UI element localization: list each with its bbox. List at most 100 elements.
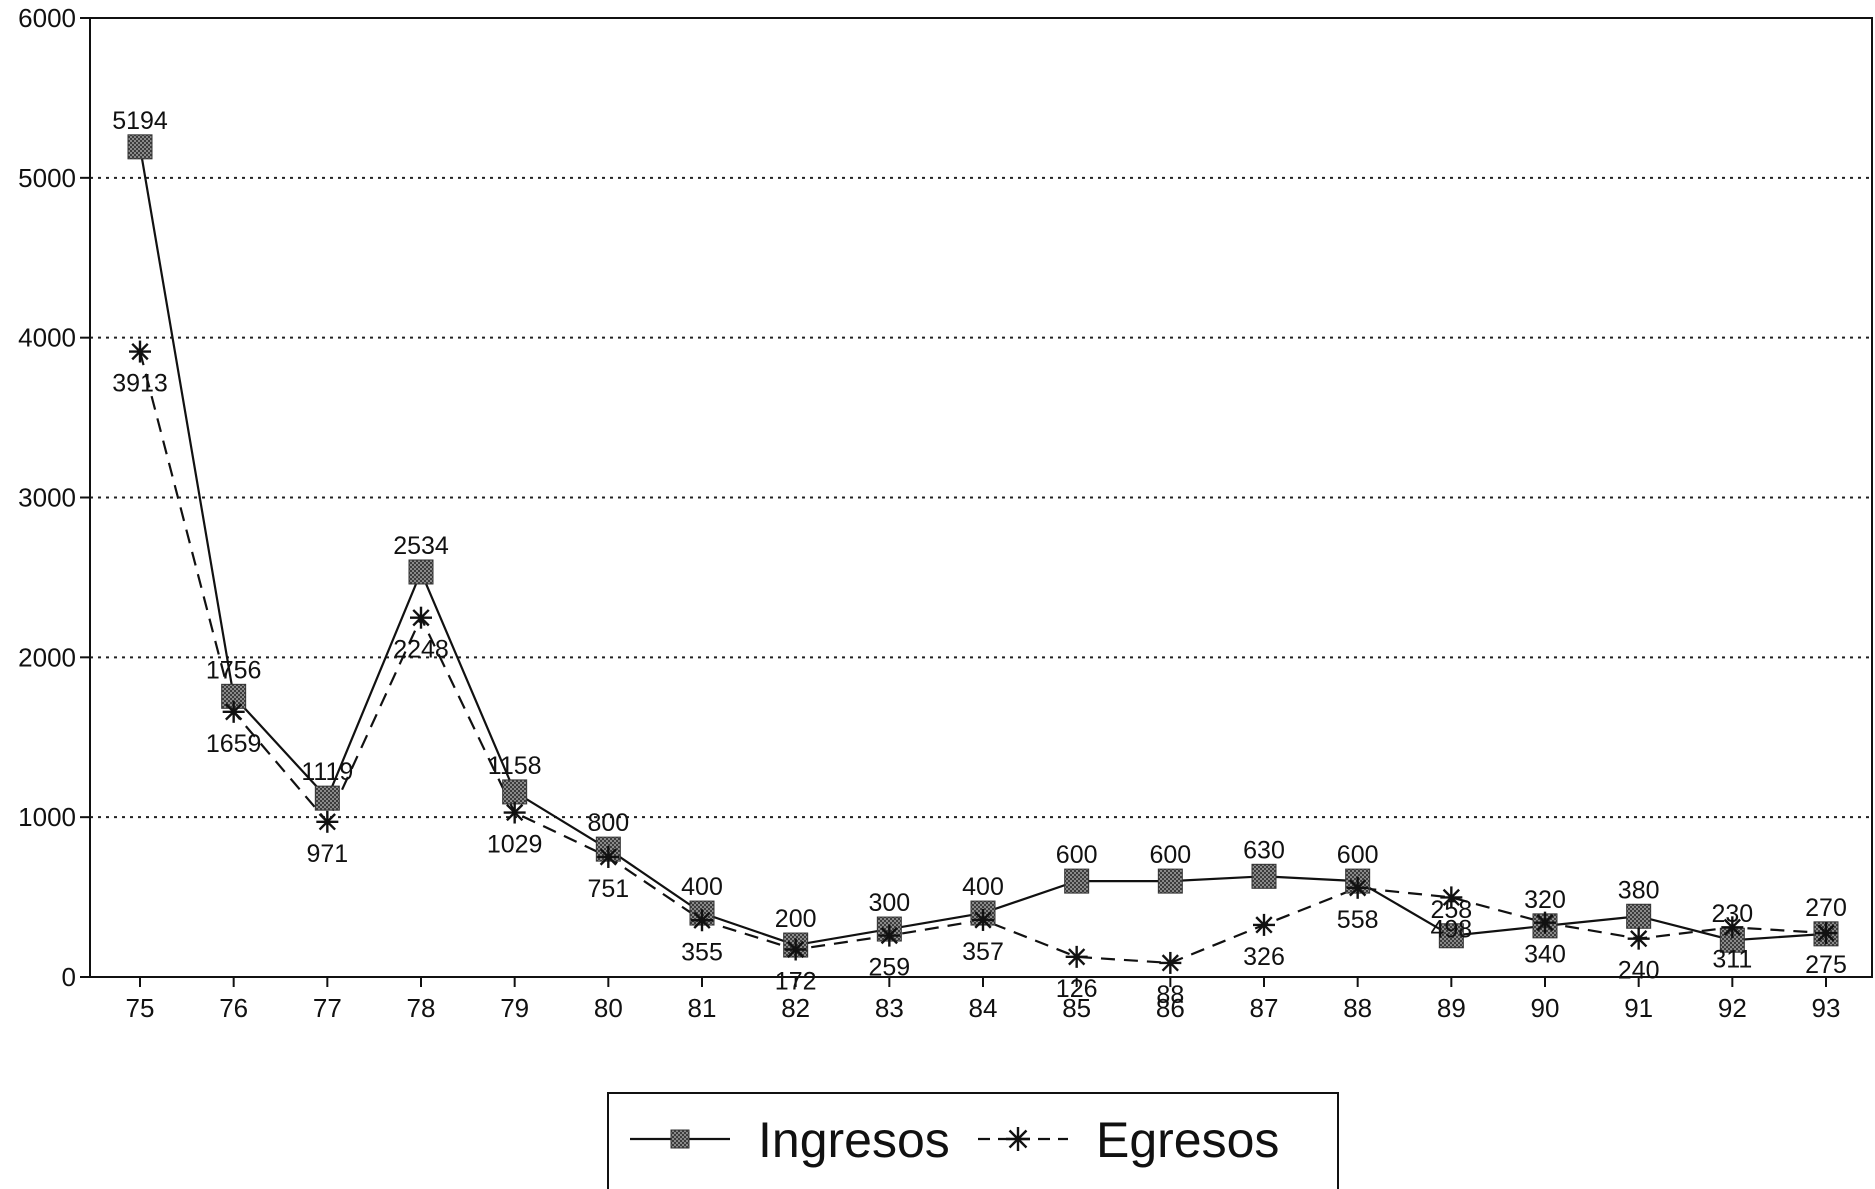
egresos-data-label: 240 (1618, 957, 1660, 985)
asterisk-stroke (412, 609, 430, 627)
x-tick-label: 79 (500, 993, 529, 1023)
y-tick-label: 2000 (18, 642, 76, 672)
y-tick-label: 6000 (18, 3, 76, 33)
ingresos-data-label: 400 (962, 873, 1004, 901)
ingresos-data-label: 800 (587, 809, 629, 837)
asterisk-stroke (599, 848, 617, 866)
x-tick-label: 78 (407, 993, 436, 1023)
asterisk-stroke (1161, 954, 1179, 972)
legend-box (607, 1092, 1339, 1189)
legend: Ingresos Egresos (607, 1092, 1339, 1189)
x-tick-label: 92 (1718, 993, 1747, 1023)
ingresos-point (1064, 868, 1090, 894)
ingresos-data-label: 1756 (206, 656, 262, 684)
asterisk-stroke (693, 911, 711, 929)
ingresos-point (314, 785, 340, 811)
ingresos-point (127, 134, 153, 160)
ingresos-data-label: 258 (1430, 896, 1472, 924)
egresos-point (1627, 927, 1650, 950)
asterisk-stroke (1630, 930, 1648, 948)
egresos-point (1065, 945, 1088, 968)
legend-label-egresos: Egresos (1096, 1112, 1279, 1168)
ingresos-point (1251, 863, 1277, 889)
egresos-point (410, 606, 432, 629)
legend-marker-egresos (1006, 1127, 1030, 1151)
asterisk-stroke (506, 803, 524, 822)
asterisk-stroke (1536, 914, 1554, 932)
egresos-point (503, 801, 526, 824)
egresos-data-label: 355 (681, 938, 723, 966)
egresos-point (597, 845, 620, 868)
asterisk-stroke (131, 342, 149, 361)
x-tick-label: 82 (781, 993, 810, 1023)
y-tick-label: 1000 (18, 802, 76, 832)
egresos-data-label: 1659 (206, 730, 262, 758)
asterisk-stroke (1068, 948, 1086, 966)
egresos-point (1346, 876, 1369, 899)
egresos-data-label: 340 (1524, 941, 1566, 969)
ingresos-data-label: 600 (1056, 841, 1098, 869)
x-tick-label: 83 (875, 993, 904, 1023)
ingresos-data-label: 1119 (301, 758, 353, 786)
ingresos-point (1626, 903, 1652, 929)
ingresos-point (408, 559, 434, 585)
egresos-data-label: 3913 (112, 370, 168, 398)
ingresos-data-label: 1158 (488, 752, 542, 780)
y-tick-label: 3000 (18, 483, 76, 513)
x-tick-label: 75 (126, 993, 155, 1023)
egresos-data-label: 326 (1243, 943, 1285, 971)
x-tick-label: 84 (969, 993, 998, 1023)
axes: 0 1000 2000 3000 4000 5000 6000 75 76 77 78 79 80 81 8… (18, 3, 1873, 1023)
egresos-data-label: 751 (587, 875, 629, 903)
ingresos-data-label: 230 (1711, 900, 1753, 928)
egresos-point (222, 700, 245, 723)
asterisk-stroke (974, 911, 992, 929)
asterisk-stroke (1349, 879, 1367, 897)
data-labels: 5194 1756 1119 2534 1158 800 400 200 300 400 600 60… (112, 107, 1847, 1009)
egresos-data-label: 357 (962, 938, 1004, 966)
asterisk-stroke (1008, 1129, 1028, 1149)
egresos-data-label: 498 (1430, 915, 1472, 943)
y-tick-label: 5000 (18, 163, 76, 193)
x-tick-label: 80 (594, 993, 623, 1023)
egresos-point (129, 340, 151, 363)
ingresos-data-label: 380 (1618, 876, 1660, 904)
egresos-data-label: 2248 (393, 636, 449, 664)
x-tick-label: 93 (1812, 993, 1841, 1023)
y-tick-label: 4000 (18, 323, 76, 353)
egresos-point (1534, 911, 1556, 934)
x-tick-label: 77 (313, 993, 342, 1023)
egresos-data-label: 1029 (487, 831, 543, 859)
x-tick-label: 89 (1437, 993, 1466, 1023)
x-tick-label: 81 (688, 993, 717, 1023)
ingresos-data-label: 200 (775, 905, 817, 933)
ingresos-data-label: 5194 (112, 107, 168, 135)
egresos-point (1721, 916, 1744, 939)
egresos-point (878, 924, 901, 947)
ingresos-data-label: 270 (1805, 894, 1847, 922)
egresos-point (691, 909, 713, 932)
egresos-point (784, 938, 807, 961)
egresos-data-label: 172 (775, 968, 817, 996)
asterisk-stroke (787, 940, 805, 959)
legend-marker-ingresos (670, 1129, 690, 1149)
x-tick-label: 86 (1156, 993, 1185, 1023)
x-tick-label: 88 (1343, 993, 1372, 1023)
egresos-data-label: 558 (1337, 906, 1379, 934)
series-markers (127, 134, 1839, 974)
x-tick-label: 87 (1250, 993, 1279, 1023)
y-tick-label: 0 (62, 962, 76, 992)
ingresos-data-label: 630 (1243, 836, 1285, 864)
asterisk-stroke (880, 926, 898, 945)
egresos-data-label: 971 (306, 840, 348, 868)
x-tick-label: 76 (219, 993, 248, 1023)
x-tick-label: 91 (1624, 993, 1653, 1023)
legend-label-ingresos: Ingresos (758, 1112, 950, 1168)
ingresos-data-label: 400 (681, 873, 723, 901)
asterisk-stroke (1255, 916, 1273, 934)
egresos-data-label: 126 (1056, 975, 1098, 1003)
egresos-data-label: 311 (1712, 945, 1752, 973)
asterisk-stroke (225, 703, 243, 721)
ingresos-point (502, 779, 528, 805)
